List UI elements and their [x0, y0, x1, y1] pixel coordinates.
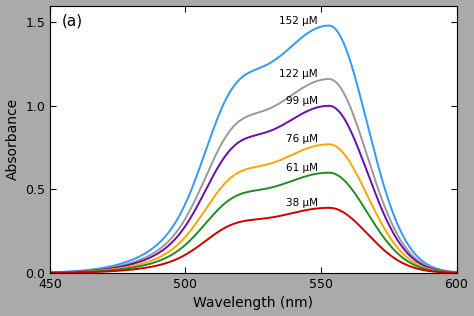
Text: 61 μM: 61 μM [286, 163, 318, 173]
X-axis label: Wavelength (nm): Wavelength (nm) [193, 296, 313, 310]
Text: 76 μM: 76 μM [286, 134, 318, 144]
Y-axis label: Absorbance: Absorbance [6, 98, 19, 180]
Text: 38 μM: 38 μM [286, 198, 318, 208]
Text: 152 μM: 152 μM [279, 15, 318, 26]
Text: 122 μM: 122 μM [279, 69, 318, 79]
Text: (a): (a) [62, 14, 83, 28]
Text: 99 μM: 99 μM [286, 96, 318, 106]
